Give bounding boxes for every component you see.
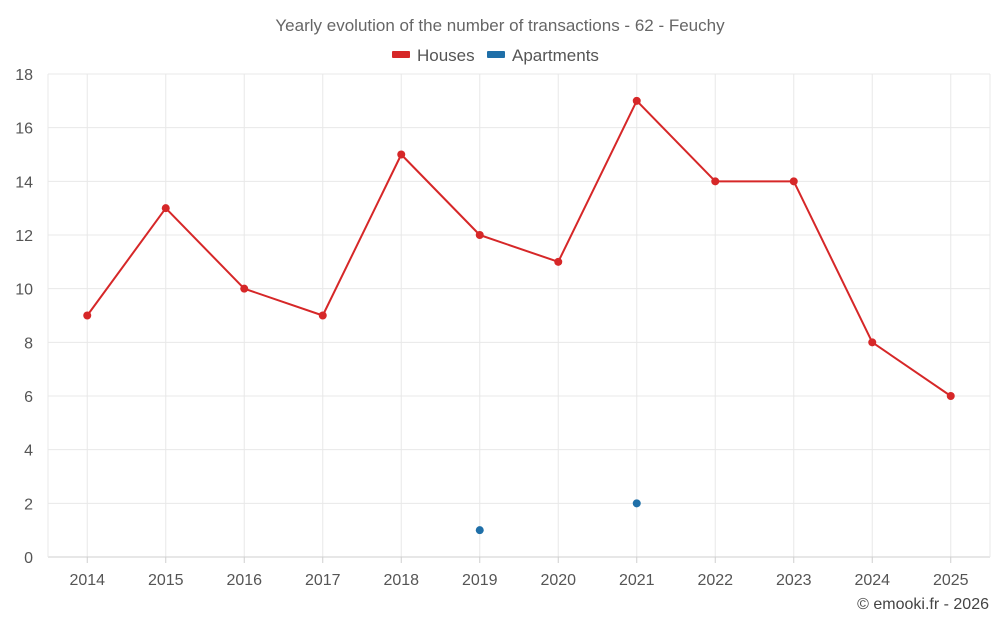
y-tick-label: 12 xyxy=(15,228,33,245)
y-tick-label: 14 xyxy=(15,174,33,191)
data-point-houses[interactable] xyxy=(318,311,327,320)
credit-text: © emooki.fr - 2026 xyxy=(857,596,989,613)
x-tick-label: 2019 xyxy=(462,572,498,589)
data-point-houses[interactable] xyxy=(632,96,641,105)
x-tick-label: 2024 xyxy=(854,572,890,589)
legend-swatch-apartments[interactable] xyxy=(487,51,505,58)
data-point-apartments[interactable] xyxy=(475,526,484,535)
x-tick-label: 2017 xyxy=(305,572,341,589)
grid xyxy=(47,73,991,558)
data-point-houses[interactable] xyxy=(868,338,877,347)
data-point-houses[interactable] xyxy=(475,231,484,239)
x-tick-label: 2023 xyxy=(776,572,812,589)
x-tick-label: 2020 xyxy=(540,572,576,589)
data-point-houses[interactable] xyxy=(161,204,170,213)
data-point-houses[interactable] xyxy=(83,311,92,320)
y-axis-ticks: 0 2 4 6 8 10 12 14 16 18 xyxy=(15,67,33,567)
y-tick-label: 8 xyxy=(24,335,33,352)
x-tick-label: 2014 xyxy=(69,572,105,589)
y-tick-label: 6 xyxy=(24,389,33,406)
chart-title: Yearly evolution of the number of transa… xyxy=(275,16,725,35)
data-point-apartments[interactable] xyxy=(632,499,641,508)
y-tick-label: 16 xyxy=(15,121,33,138)
series-line-houses xyxy=(86,99,952,397)
data-point-houses[interactable] xyxy=(711,177,720,186)
legend-label-apartments[interactable]: Apartments xyxy=(512,46,599,65)
data-point-houses[interactable] xyxy=(397,150,406,159)
data-point-houses[interactable] xyxy=(946,392,955,400)
series-houses xyxy=(83,96,955,400)
y-tick-label: 10 xyxy=(15,282,33,299)
data-point-houses[interactable] xyxy=(554,257,563,266)
series-apartments xyxy=(475,499,641,535)
data-point-houses[interactable] xyxy=(789,177,798,186)
x-tick-label: 2018 xyxy=(383,572,419,589)
y-tick-label: 0 xyxy=(24,550,33,567)
legend[interactable]: Houses Apartments xyxy=(392,46,599,65)
legend-label-houses[interactable]: Houses xyxy=(417,46,475,65)
data-point-houses[interactable] xyxy=(240,284,249,293)
legend-swatch-houses[interactable] xyxy=(392,51,410,58)
x-tick-label: 2015 xyxy=(148,572,184,589)
series-layer xyxy=(83,96,955,535)
y-tick-label: 4 xyxy=(24,443,33,460)
x-tick-label: 2021 xyxy=(619,572,655,589)
x-axis-ticks: 2014 2015 2016 2017 2018 2019 2020 2021 2022 2023… xyxy=(69,557,969,589)
y-tick-label: 18 xyxy=(15,67,33,84)
x-tick-label: 2016 xyxy=(226,572,262,589)
x-tick-label: 2025 xyxy=(933,572,969,589)
x-tick-label: 2022 xyxy=(697,572,733,589)
y-tick-label: 2 xyxy=(24,496,33,513)
